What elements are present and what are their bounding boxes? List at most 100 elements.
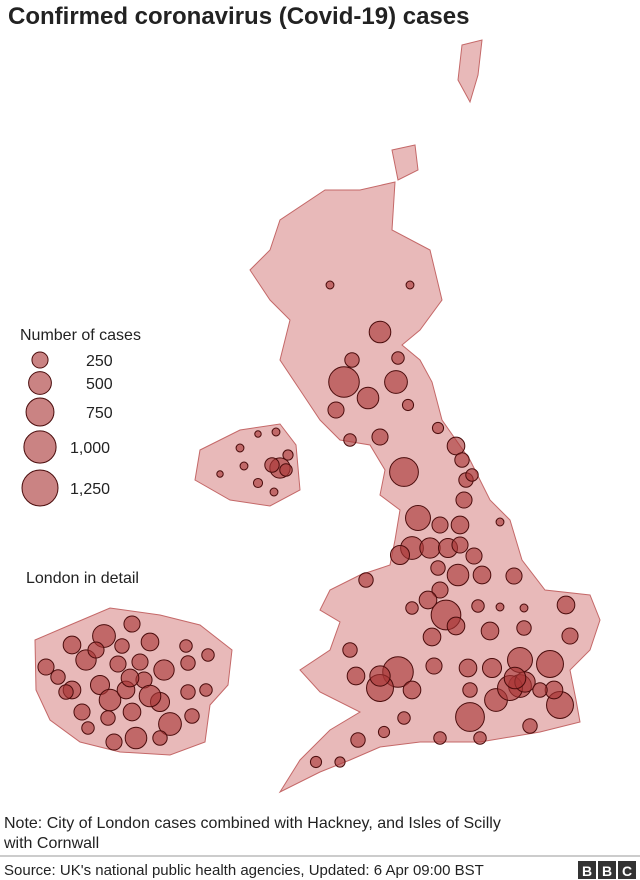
case-bubble [522, 718, 538, 734]
london-bubble [81, 721, 95, 735]
case-bubble [451, 536, 469, 554]
case-bubble [446, 436, 466, 456]
case-bubble [405, 280, 415, 290]
case-bubble [216, 470, 224, 478]
case-bubble [462, 682, 478, 698]
source: Source: UK's national public health agen… [4, 862, 484, 879]
case-bubble [264, 457, 280, 473]
logo-letter: B [582, 863, 592, 879]
london-bubble [58, 684, 74, 700]
london-bubble [87, 641, 105, 659]
case-bubble [271, 427, 281, 437]
london-bubble [158, 712, 182, 736]
case-bubble [327, 401, 345, 419]
case-bubble [480, 621, 500, 641]
legend-bubble [28, 371, 52, 395]
case-bubble [458, 658, 478, 678]
case-bubble [389, 457, 419, 487]
case-bubble [532, 682, 548, 698]
case-bubble [433, 731, 447, 745]
shetland [457, 39, 483, 104]
case-bubble [544, 680, 564, 700]
london-bubble [138, 684, 162, 708]
title: Confirmed coronavirus (Covid-19) cases [8, 3, 469, 30]
legend-title: Number of cases [20, 327, 141, 344]
legend-label: 750 [86, 405, 113, 422]
case-bubble [344, 352, 360, 368]
note: with Cornwall [3, 835, 99, 852]
case-bubble [377, 725, 391, 739]
note: Note: City of London cases combined with… [4, 815, 501, 832]
london-bubble [37, 658, 55, 676]
case-bubble [368, 320, 392, 344]
legend: 250 500 750 1,000 1,250 [21, 351, 113, 507]
case-bubble [350, 732, 366, 748]
case-bubble [402, 680, 422, 700]
case-bubble [465, 547, 483, 565]
london-bubble [62, 635, 82, 655]
case-bubble [235, 443, 245, 453]
case-bubble [405, 505, 431, 531]
london-bubble [124, 726, 148, 750]
case-bubble [282, 449, 294, 461]
case-bubble [342, 642, 358, 658]
logo-box [578, 861, 596, 879]
case-bubble [422, 627, 442, 647]
case-bubble [425, 657, 443, 675]
legend-bubble [21, 469, 59, 507]
logo: B B C [578, 861, 636, 879]
case-bubble [397, 711, 411, 725]
case-bubble [536, 650, 564, 678]
case-bubble [389, 544, 411, 566]
case-bubble [556, 595, 576, 615]
case-bubble [252, 477, 264, 489]
bubbles [37, 280, 579, 769]
case-bubble [369, 665, 391, 687]
inset-title: London in detail [26, 570, 139, 587]
london-bubble [140, 632, 160, 652]
case-bubble [473, 731, 487, 745]
london-bubble [89, 674, 111, 696]
legend-label: 1,250 [70, 481, 110, 498]
london-bubble [201, 648, 215, 662]
case-bubble [465, 468, 479, 482]
case-bubble [254, 430, 262, 438]
case-bubble [309, 755, 323, 769]
case-bubble [358, 572, 374, 588]
london-bubble [100, 710, 116, 726]
case-bubble [401, 398, 415, 412]
case-bubble [450, 515, 470, 535]
case-bubble [418, 590, 438, 610]
orkney [391, 144, 419, 181]
london-bubble [184, 708, 200, 724]
london-bubble [180, 684, 196, 700]
case-bubble [516, 620, 532, 636]
case-bubble [371, 428, 389, 446]
case-bubble [472, 565, 492, 585]
case-bubble [503, 666, 527, 690]
case-bubble [343, 433, 357, 447]
legend-bubble [31, 351, 49, 369]
london-bubble [120, 668, 140, 688]
london-bubble [131, 653, 149, 671]
legend-label: 500 [86, 376, 113, 393]
case-bubble [446, 616, 466, 636]
case-bubble [455, 491, 473, 509]
london-bubble [199, 683, 213, 697]
london-bubble [114, 638, 130, 654]
logo-letter: B [602, 863, 612, 879]
london-bubble [73, 703, 91, 721]
great-britain [249, 181, 601, 794]
london-bubble [50, 669, 66, 685]
case-bubble [471, 599, 485, 613]
case-bubble [384, 370, 408, 394]
case-bubble [519, 603, 529, 613]
case-bubble [328, 366, 360, 398]
london-bubble [179, 639, 193, 653]
legend-bubble [23, 430, 57, 464]
london-bubble [152, 730, 168, 746]
case-bubble [431, 516, 449, 534]
case-bubble [269, 487, 279, 497]
case-bubble [481, 657, 503, 679]
case-bubble [495, 517, 505, 527]
